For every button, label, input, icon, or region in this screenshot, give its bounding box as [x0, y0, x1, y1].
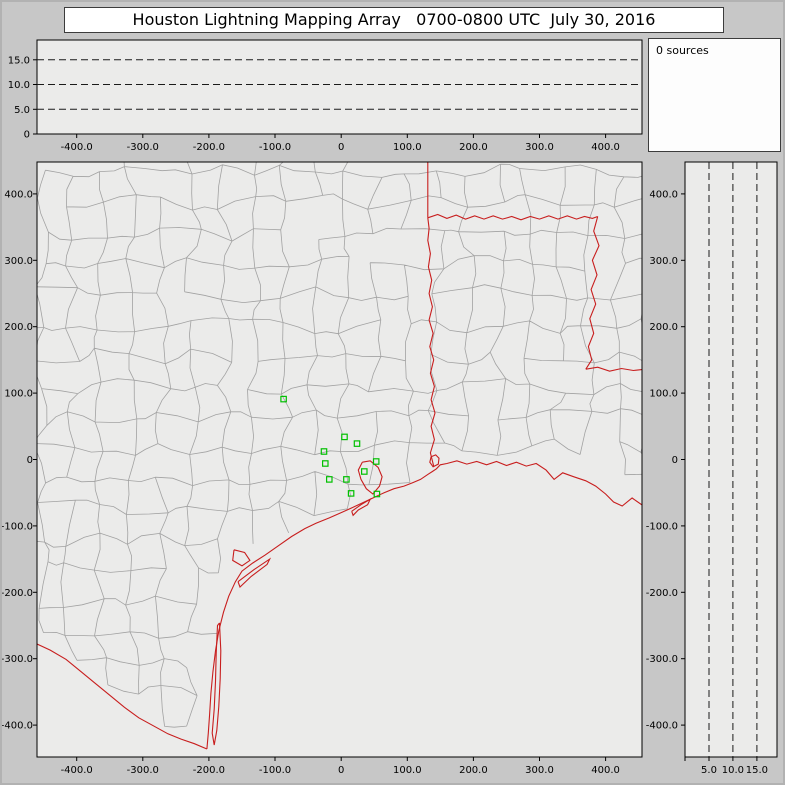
y-tick-label: 5.0: [14, 105, 30, 116]
lma-station-marker: [341, 433, 348, 441]
x-tick-label: 15.0: [746, 765, 768, 776]
y-tick-label: 15.0: [8, 55, 30, 66]
y-tick-label: 400.0: [4, 189, 33, 200]
y-tick-label: 200.0: [649, 322, 678, 333]
x-tick-label: 0: [338, 765, 344, 776]
x-tick-label: -400.0: [61, 765, 93, 776]
county-boundaries: [37, 162, 642, 728]
x-tick-label: 100.0: [393, 765, 422, 776]
boundary-ar_la_border: [585, 366, 642, 372]
x-tick-label: -200.0: [193, 765, 225, 776]
lma-station-marker: [326, 476, 333, 483]
boundary-sabine_lake: [429, 454, 440, 468]
y-tick-label: 200.0: [4, 322, 33, 333]
x-tick-label: 300.0: [525, 142, 554, 153]
y-tick-label: 300.0: [649, 256, 678, 267]
y-tick-label: -200.0: [1, 588, 33, 599]
lma-station-marker: [373, 490, 381, 498]
ns-altitude-plot[interactable]: 5.0 10.0 15.0 400.0 300.0 200.0 100.0 0 -100.0 -2…: [644, 158, 785, 785]
lma-station-marker: [372, 458, 380, 465]
x-tick-label: -400.0: [61, 142, 93, 153]
y-tick-label: -300.0: [1, 654, 33, 665]
boundary-tx_la_border: [427, 217, 436, 467]
sources-count-panel: 0 sources: [648, 38, 781, 152]
x-tick-label: 400.0: [591, 142, 620, 153]
x-tick-label: 400.0: [591, 765, 620, 776]
window-title: Houston Lightning Mapping Array 0700-080…: [64, 7, 724, 33]
y-tick-label: -100.0: [1, 521, 33, 532]
ns-plot-area: [684, 161, 778, 758]
lma-station-marker: [320, 448, 328, 455]
y-tick-label: 0: [24, 130, 30, 141]
boundary-coastline: [206, 460, 642, 750]
boundary-tx_ar_la_river: [585, 216, 600, 370]
y-tick-label: -400.0: [646, 721, 678, 732]
x-tick-label: 100.0: [393, 142, 422, 153]
boundary-corpus_christi_bay: [232, 549, 251, 567]
ew-altitude-plot[interactable]: -400.0 -300.0 -200.0 -100.0 0 100.0 200.0 300.0…: [2, 36, 656, 158]
x-tick-label: 300.0: [525, 765, 554, 776]
lma-station-marker: [361, 468, 368, 475]
lma-station-marker: [347, 490, 355, 497]
x-tick-label: 200.0: [459, 142, 488, 153]
y-tick-label: 100.0: [4, 389, 33, 400]
x-tick-label: -300.0: [127, 142, 159, 153]
x-tick-label: -100.0: [259, 142, 291, 153]
boundary-matagorda_island: [237, 557, 272, 588]
y-tick-label: -300.0: [646, 654, 678, 665]
lma-station-marker: [322, 460, 329, 467]
y-tick-label: -100.0: [646, 521, 678, 532]
boundary-rio_grande: [37, 643, 208, 750]
lma-station-marker: [343, 476, 350, 483]
y-tick-label: -400.0: [1, 721, 33, 732]
y-tick-label: -200.0: [646, 588, 678, 599]
x-tick-label: -300.0: [127, 765, 159, 776]
boundary-padre_island: [211, 622, 222, 746]
plan-view-map[interactable]: -400.0 -300.0 -200.0 -100.0 0 100.0 200.0 300.0…: [2, 158, 656, 785]
x-tick-label: 10.0: [722, 765, 744, 776]
y-tick-label: 0: [672, 455, 678, 466]
y-tick-label: 300.0: [4, 256, 33, 267]
x-tick-label: 0: [338, 142, 344, 153]
x-tick-label: -100.0: [259, 765, 291, 776]
boundary-galveston_island: [351, 497, 372, 517]
y-tick-label: 10.0: [8, 80, 30, 91]
ew-plot-area: [36, 39, 643, 135]
x-tick-label: -200.0: [193, 142, 225, 153]
y-tick-label: 400.0: [649, 189, 678, 200]
lma-station-marker: [280, 395, 287, 403]
lma-station-marker: [353, 440, 361, 447]
sources-count-label: 0 sources: [656, 44, 709, 57]
y-tick-label: 0: [27, 455, 33, 466]
boundary-red_river: [427, 213, 598, 221]
x-tick-label: 200.0: [459, 765, 488, 776]
x-tick-label: 5.0: [701, 765, 717, 776]
y-tick-label: 100.0: [649, 389, 678, 400]
